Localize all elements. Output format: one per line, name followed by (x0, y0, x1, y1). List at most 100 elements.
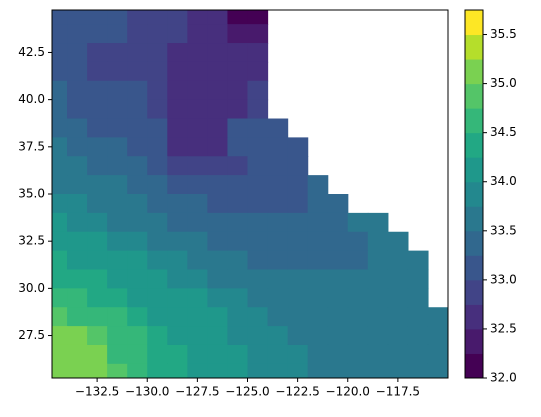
contour-cell (87, 156, 108, 176)
contour-cell (327, 326, 349, 346)
contour-cell (227, 10, 249, 25)
contour-cell (107, 212, 128, 233)
contour-cell (147, 24, 168, 44)
contour-cell (52, 99, 68, 120)
colorbar-tick-label: 32.0 (490, 371, 517, 385)
contour-cell (167, 194, 188, 214)
contour-cell (307, 288, 329, 308)
contour-cell (247, 24, 269, 44)
contour-cell (227, 24, 249, 44)
contour-cell (347, 363, 369, 378)
x-tick-label: −122.5 (275, 385, 319, 399)
contour-cell (187, 61, 208, 82)
contour-cell (247, 156, 269, 176)
contour-cell (167, 156, 188, 176)
contour-cell (307, 344, 329, 365)
contour-cell (407, 269, 429, 289)
contour-cell (147, 118, 168, 138)
contour-cell (147, 231, 168, 252)
contour-cell (67, 269, 88, 289)
contour-cell (307, 363, 329, 378)
contour-cell (367, 250, 389, 271)
contour-cell (247, 231, 269, 252)
y-tick-label: 35.0 (18, 187, 45, 201)
contour-cell (187, 175, 208, 195)
x-tick-label: −127.5 (175, 385, 219, 399)
colorbar-band (465, 353, 483, 379)
contour-cell (167, 288, 188, 308)
contour-cell (307, 194, 329, 214)
contour-cell (267, 307, 289, 327)
contour-cell (67, 24, 88, 44)
contour-cell (67, 118, 88, 138)
colorbar-band (465, 206, 483, 232)
contour-cell (207, 307, 229, 327)
contour-cell (167, 269, 188, 289)
contour-cell (387, 288, 409, 308)
contour-cell (52, 231, 68, 252)
contour-cell (327, 194, 349, 214)
contour-cell (87, 99, 108, 120)
contour-cell (147, 269, 168, 289)
colorbar-tick-label: 33.0 (490, 272, 517, 286)
contour-cell (67, 61, 88, 82)
contour-cell (147, 156, 168, 176)
contour-cell (287, 156, 309, 176)
contour-cell (67, 175, 88, 195)
contour-cell (107, 80, 128, 101)
contour-cell (347, 250, 369, 271)
contour-cell (287, 250, 309, 271)
contour-cell (127, 80, 148, 101)
contour-cell (187, 10, 208, 25)
contour-cell (107, 99, 128, 120)
contour-cell (127, 288, 148, 308)
contour-cell (187, 250, 208, 271)
contour-cell (147, 10, 168, 25)
contour-cell (307, 326, 329, 346)
contour-cell (287, 137, 309, 157)
contour-cell (127, 326, 148, 346)
x-tick-label: −120.0 (326, 385, 370, 399)
contour-cell (287, 344, 309, 365)
contour-cell (167, 137, 188, 157)
contour-cell (147, 288, 168, 308)
contour-cell (107, 194, 128, 214)
contour-cell (187, 156, 208, 176)
colorbar-band (465, 83, 483, 109)
contour-cell (67, 344, 88, 365)
contour-cell (187, 194, 208, 214)
contour-cell (67, 194, 88, 214)
contour-cell (107, 118, 128, 138)
contour-cell (127, 156, 148, 176)
contour-cell (407, 344, 429, 365)
contour-cell (52, 212, 68, 233)
contour-cell (367, 288, 389, 308)
contour-cell (127, 231, 148, 252)
y-tick-label: 27.5 (18, 328, 45, 342)
contour-cell (107, 231, 128, 252)
contour-cell (247, 344, 269, 365)
contour-cell (307, 269, 329, 289)
contour-cell (247, 43, 269, 63)
contour-cell (127, 307, 148, 327)
contour-cell (247, 194, 269, 214)
contour-cell (307, 250, 329, 271)
contour-cell (147, 344, 168, 365)
contour-cell (227, 212, 249, 233)
contour-cell (127, 10, 148, 25)
contour-cell (52, 156, 68, 176)
contour-cell (52, 118, 68, 138)
contour-cell (287, 175, 309, 195)
contour-cell (227, 80, 249, 101)
contour-cell (387, 326, 409, 346)
contour-cell (187, 288, 208, 308)
contour-cell (287, 231, 309, 252)
contour-cell (327, 307, 349, 327)
contour-cell (427, 326, 448, 346)
contour-cell (87, 269, 108, 289)
contour-cell (207, 99, 229, 120)
contour-cell (167, 61, 188, 82)
colorbar-band (465, 157, 483, 183)
contour-cell (267, 326, 289, 346)
